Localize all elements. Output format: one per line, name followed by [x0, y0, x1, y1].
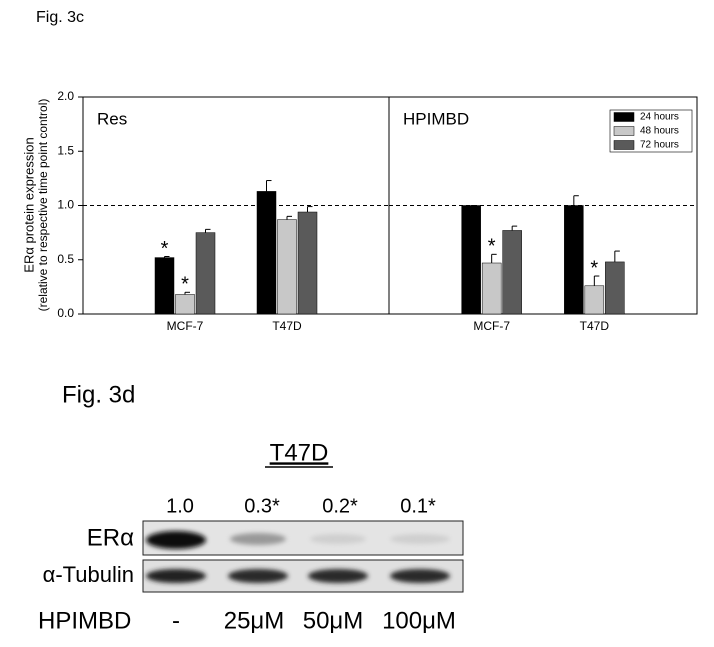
bar [195, 232, 216, 315]
bar [564, 205, 584, 315]
figure-label: Fig. 3c [36, 9, 84, 26]
treatment: 50μM [303, 607, 364, 634]
figure-label: Fig. 3d [62, 381, 135, 408]
significance: * [181, 274, 189, 296]
significance: * [590, 257, 598, 279]
legend-label: 72 hours [640, 140, 679, 151]
y-tick-label: 0.0 [57, 306, 74, 320]
y-tick-label: 1.5 [57, 143, 74, 157]
x-tick-label: MCF-7 [167, 319, 204, 333]
bands [146, 531, 450, 583]
quantification: 0.3* [244, 495, 280, 517]
bar [256, 191, 277, 315]
quantification: 1.0 [166, 495, 194, 517]
bar [461, 205, 481, 315]
row-label: ERα [87, 524, 134, 551]
treatment: 25μM [224, 607, 285, 634]
row-label: α-Tubulin [43, 562, 134, 587]
y-tick-label: 1.0 [57, 198, 74, 212]
bar [277, 219, 297, 315]
bar [605, 261, 625, 315]
bar [154, 257, 175, 315]
quantification: 0.1* [400, 495, 436, 517]
x-tick-label: T47D [272, 319, 302, 333]
bar [297, 211, 318, 315]
y-axis-label: ERα protein expression [21, 137, 36, 272]
y-tick-label: 0.5 [57, 252, 74, 266]
legend-label: 24 hours [640, 112, 679, 123]
blot-title: T47D [270, 439, 329, 466]
significance: * [161, 238, 169, 260]
legend-label: 48 hours [640, 126, 679, 137]
significance: * [488, 236, 496, 258]
legend-swatch [613, 112, 635, 122]
treatment-label: HPIMBD [38, 607, 131, 634]
treatment: 100μM [382, 607, 456, 634]
legend-swatch [613, 140, 635, 150]
panel-title: HPIMBD [403, 109, 469, 128]
x-tick-label: T47D [580, 319, 610, 333]
bar [502, 230, 522, 315]
bar [584, 285, 605, 315]
x-tick-label: MCF-7 [473, 319, 510, 333]
y-tick-label: 2.0 [57, 89, 74, 103]
y-axis-label: (relative to respective time point contr… [36, 99, 50, 312]
legend-swatch [613, 126, 635, 136]
treatment: - [172, 607, 180, 634]
quantification: 0.2* [322, 495, 358, 517]
bar [481, 262, 502, 315]
bar [175, 294, 195, 315]
panel-title: Res [97, 109, 127, 128]
